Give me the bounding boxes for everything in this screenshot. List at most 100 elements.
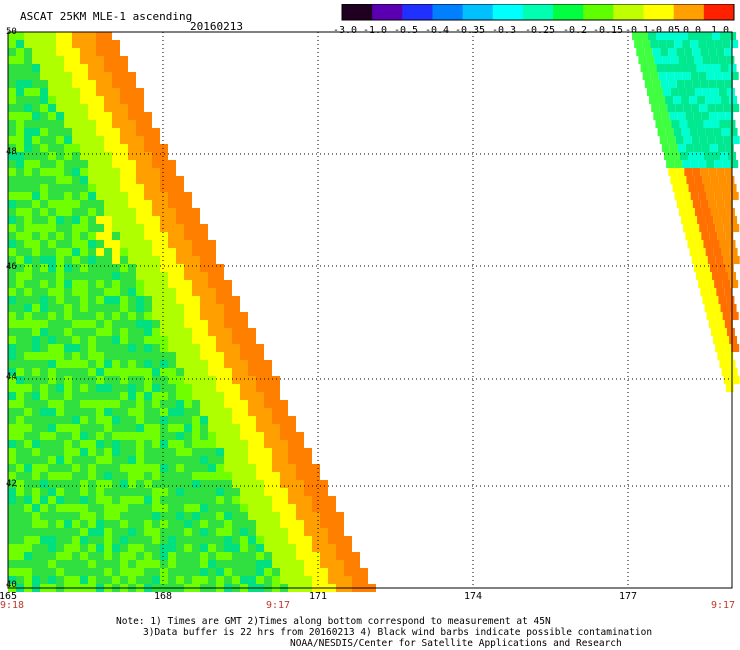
swath-pixel <box>40 72 48 80</box>
swath-pixel <box>168 384 176 392</box>
swath-pixel <box>112 176 120 184</box>
swath-pixel <box>684 80 693 88</box>
swath-pixel <box>312 552 320 560</box>
swath-pixel <box>256 544 264 552</box>
swath-pixel <box>264 480 272 488</box>
swath-pixel <box>264 392 272 400</box>
swath-pixel <box>708 80 717 88</box>
swath-pixel <box>120 400 128 408</box>
swath-pixel <box>88 136 96 144</box>
swath-pixel <box>16 432 24 440</box>
swath-pixel <box>264 368 272 376</box>
colorbar-segment <box>402 4 433 20</box>
swath-pixel <box>72 232 80 240</box>
swath-pixel <box>681 216 690 224</box>
swath-pixel <box>8 200 16 208</box>
swath-pixel <box>72 240 80 248</box>
swath-pixel <box>104 560 112 568</box>
swath-pixel <box>32 96 40 104</box>
swath-pixel <box>96 200 104 208</box>
swath-pixel <box>104 320 112 328</box>
swath-pixel <box>208 376 216 384</box>
swath-pixel <box>144 400 152 408</box>
swath-pixel <box>200 448 208 456</box>
swath-pixel <box>64 256 72 264</box>
swath-pixel <box>88 472 96 480</box>
swath-pixel <box>160 456 168 464</box>
swath-pixel <box>64 528 72 536</box>
swath-pixel <box>168 320 176 328</box>
swath-pixel <box>240 320 248 328</box>
swath-pixel <box>240 496 248 504</box>
swath-pixel <box>144 408 152 416</box>
swath-pixel <box>160 320 168 328</box>
swath-pixel <box>707 224 716 232</box>
swath-pixel <box>8 576 16 584</box>
swath-pixel <box>112 288 120 296</box>
swath-pixel <box>160 400 168 408</box>
swath-pixel <box>152 392 160 400</box>
swath-pixel <box>240 432 248 440</box>
swath-pixel <box>224 504 232 512</box>
swath-pixel <box>136 176 144 184</box>
swath-pixel <box>168 496 176 504</box>
swath-pixel <box>136 112 144 120</box>
swath-pixel <box>168 280 176 288</box>
swath-pixel <box>32 200 40 208</box>
swath-pixel <box>120 560 128 568</box>
swath-pixel <box>136 576 144 584</box>
swath-pixel <box>232 496 240 504</box>
swath-pixel <box>280 576 288 584</box>
swath-pixel <box>160 432 168 440</box>
swath-pixel <box>152 248 160 256</box>
swath-pixel <box>88 264 96 272</box>
swath-pixel <box>719 360 728 368</box>
swath-pixel <box>216 504 224 512</box>
swath-pixel <box>112 200 120 208</box>
swath-pixel <box>702 88 711 96</box>
swath-pixel <box>168 360 176 368</box>
swath-pixel <box>136 552 144 560</box>
swath-pixel <box>280 424 288 432</box>
lon-label-174: 174 <box>463 591 483 602</box>
swath-pixel <box>80 128 88 136</box>
swath-pixel <box>160 208 168 216</box>
swath-pixel <box>40 280 48 288</box>
swath-pixel <box>24 232 32 240</box>
swath-pixel <box>16 504 24 512</box>
swath-pixel <box>128 96 136 104</box>
swath-pixel <box>128 352 136 360</box>
swath-pixel <box>312 544 320 552</box>
swath-pixel <box>88 120 96 128</box>
swath-pixel <box>664 152 672 160</box>
swath-pixel <box>160 184 168 192</box>
swath-pixel <box>24 568 32 576</box>
swath-pixel <box>80 288 88 296</box>
swath-pixel <box>232 504 240 512</box>
swath-pixel <box>104 376 112 384</box>
swath-pixel <box>48 496 56 504</box>
swath-pixel <box>336 528 344 536</box>
swath-pixel <box>32 64 40 72</box>
swath-pixel <box>232 296 240 304</box>
swath-pixel <box>16 64 24 72</box>
swath-pixel <box>16 240 24 248</box>
swath-pixel <box>96 304 104 312</box>
swath-pixel <box>729 248 738 256</box>
swath-pixel <box>96 96 104 104</box>
swath-pixel <box>168 304 176 312</box>
swath-pixel <box>8 512 16 520</box>
swath-pixel <box>160 448 168 456</box>
swath-pixel <box>232 576 240 584</box>
swath-pixel <box>112 424 120 432</box>
swath-pixel <box>40 48 48 56</box>
swath-pixel <box>88 448 96 456</box>
swath-pixel <box>168 216 176 224</box>
swath-pixel <box>40 512 48 520</box>
swath-pixel <box>176 296 184 304</box>
swath-pixel <box>152 464 160 472</box>
swath-pixel <box>681 96 690 104</box>
swath-pixel <box>80 240 88 248</box>
swath-pixel <box>160 264 168 272</box>
swath-pixel <box>192 432 200 440</box>
